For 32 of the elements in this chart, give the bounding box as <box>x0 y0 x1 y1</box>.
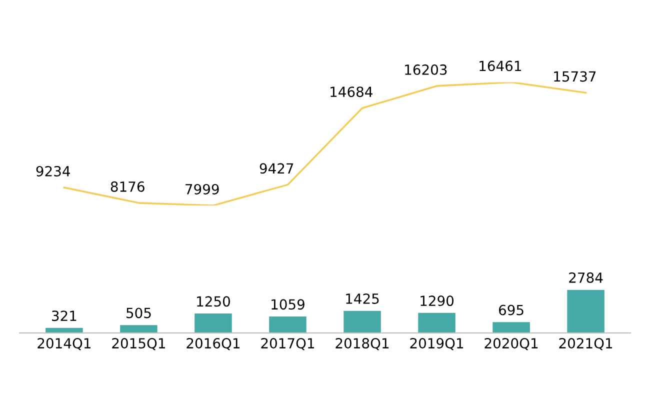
data-label: 505 <box>126 308 151 318</box>
data-label: 1059 <box>272 299 304 310</box>
x-tick-label: 2021Q1 <box>559 338 612 350</box>
data-label: 1425 <box>346 293 379 304</box>
x-tick-label: 2016Q1 <box>186 338 240 350</box>
data-label: 1290 <box>420 296 454 306</box>
x-tick-label: 2018Q1 <box>336 338 389 350</box>
bar <box>120 325 158 333</box>
bar <box>269 316 306 333</box>
x-tick-label: 2017Q1 <box>261 338 314 350</box>
data-label: 16461 <box>480 60 521 72</box>
data-label: 14684 <box>330 86 372 98</box>
data-label: 695 <box>498 304 524 316</box>
x-tick-label: 2020Q1 <box>484 338 538 350</box>
data-label: 7999 <box>186 184 219 194</box>
x-tick-label: 2014Q1 <box>38 338 90 350</box>
data-label: 321 <box>52 310 76 322</box>
data-label: 9234 <box>36 166 70 176</box>
bar <box>46 328 83 333</box>
data-label: 16203 <box>405 64 447 75</box>
bar <box>344 310 381 333</box>
data-label: 1250 <box>197 296 230 307</box>
data-label: 9427 <box>260 163 294 174</box>
data-label: 2784 <box>569 272 603 283</box>
bar <box>418 312 456 333</box>
bar <box>492 322 530 333</box>
x-tick-label: 2019Q1 <box>410 338 464 350</box>
data-label: 15737 <box>554 71 596 82</box>
data-label: 8176 <box>110 181 144 192</box>
bar <box>567 290 604 333</box>
x-tick-label: 2015Q1 <box>112 338 165 350</box>
bar <box>194 314 232 333</box>
